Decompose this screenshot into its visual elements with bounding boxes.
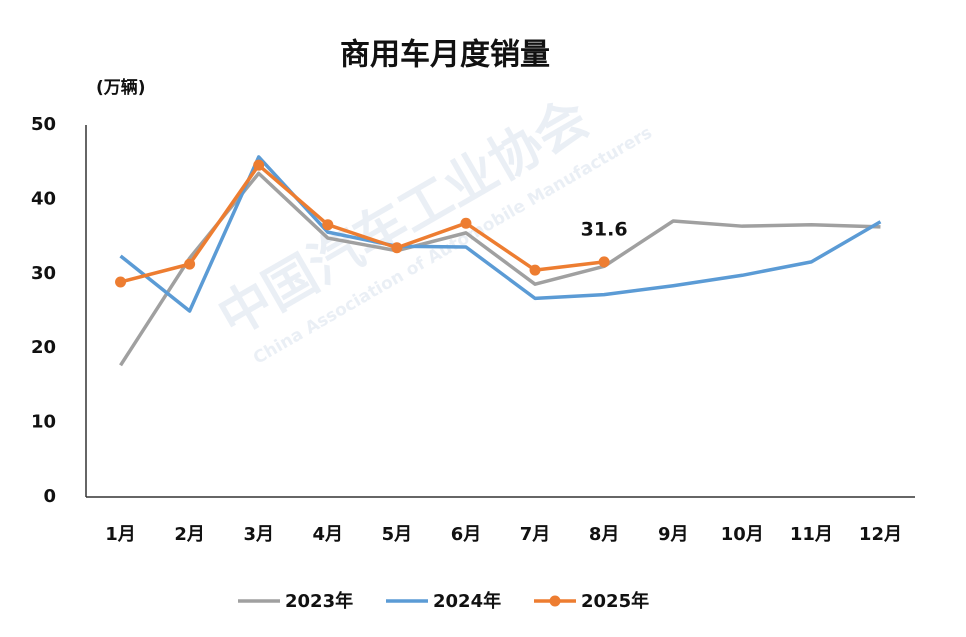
x-tick-label: 8月 xyxy=(589,524,620,545)
x-tick-label: 4月 xyxy=(313,524,344,545)
x-tick-label: 2月 xyxy=(174,524,205,545)
point xyxy=(184,258,196,270)
point xyxy=(598,256,610,268)
y-tick-label: 30 xyxy=(31,263,56,284)
series-line xyxy=(120,163,605,284)
point xyxy=(253,159,265,171)
legend-label: 2025年 xyxy=(581,590,649,612)
point xyxy=(391,242,403,254)
point xyxy=(529,264,541,276)
x-tick-label: 1月 xyxy=(105,524,136,545)
legend-label: 2023年 xyxy=(285,590,353,612)
x-tick-label: 10月 xyxy=(721,524,764,545)
y-tick-label: 40 xyxy=(31,188,56,209)
legend-marker xyxy=(549,595,561,607)
series-line xyxy=(119,171,881,367)
legend-item: 2024年 xyxy=(386,590,501,612)
legend-item: 2023年 xyxy=(238,590,353,612)
x-tick-label: 6月 xyxy=(451,524,482,545)
chart-title: 商用车月度销量 xyxy=(340,38,550,73)
y-tick-label: 0 xyxy=(43,486,56,507)
data-label: 31.6 xyxy=(581,218,628,240)
y-axis-label: (万辆) xyxy=(96,77,146,98)
legend-label: 2024年 xyxy=(433,590,501,612)
legend-item: 2025年 xyxy=(534,590,649,612)
x-tick-label: 3月 xyxy=(243,524,274,545)
x-tick-label: 11月 xyxy=(790,524,833,545)
point xyxy=(460,217,472,229)
x-tick-label: 9月 xyxy=(658,524,689,545)
watermark-cn: 中国汽车工业协会 xyxy=(209,88,599,348)
x-tick-label: 12月 xyxy=(859,524,902,545)
point xyxy=(115,276,127,288)
point xyxy=(322,219,334,231)
x-tick-label: 7月 xyxy=(520,524,551,545)
y-tick-label: 50 xyxy=(31,114,56,135)
y-tick-label: 10 xyxy=(31,412,56,433)
y-tick-label: 20 xyxy=(31,337,56,358)
x-tick-label: 5月 xyxy=(382,524,413,545)
